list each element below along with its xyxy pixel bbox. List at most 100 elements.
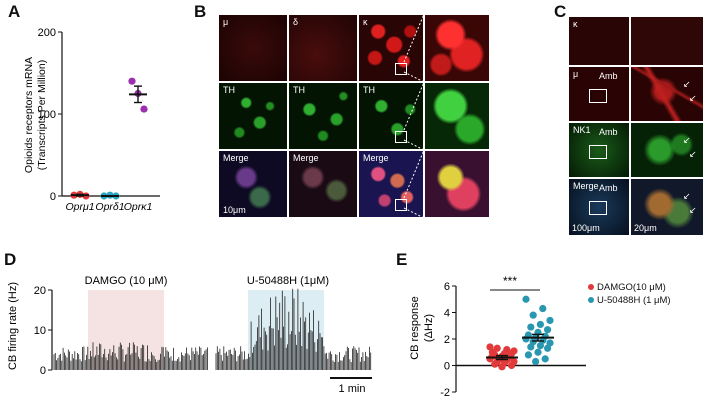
arrow-icon: ↙ — [683, 79, 691, 89]
data-point — [529, 311, 537, 319]
panel-a-chart: Opioids receptors mRNA (Transcripts Per … — [23, 27, 160, 213]
data-point — [544, 344, 552, 352]
drug-label-damgo: DAMGO (10 μM) — [85, 275, 168, 287]
data-point — [128, 77, 136, 85]
y-tick-label: 100 — [38, 109, 56, 121]
arrow-icon: ↙ — [689, 93, 697, 103]
zoom-box — [589, 145, 607, 159]
panel-e-legend: DAMGO(10 μM) U-50488H (1 μM) — [588, 282, 706, 312]
data-point — [508, 361, 516, 370]
data-point — [541, 355, 549, 363]
legend-marker — [588, 297, 594, 304]
data-point — [536, 320, 544, 329]
panel-c-mu-zoom: ↙ ↙ — [630, 66, 704, 122]
damgo-trace — [53, 342, 208, 370]
panel-b-scale-label: 10μm — [223, 205, 246, 215]
panel-b-tile-label: TH — [363, 85, 375, 95]
panel-b-kappa-zoom — [424, 14, 490, 82]
significance-marker: *** — [503, 274, 517, 288]
data-point — [140, 105, 148, 113]
data-point — [493, 344, 501, 352]
panel-c-mu-tile: μ Amb — [568, 66, 630, 122]
legend-item-damgo: DAMGO(10 μM) — [588, 282, 666, 293]
panel-d-label: D — [4, 250, 17, 269]
zoom-box — [395, 131, 407, 143]
panel-b-merge-tile: Merge — [358, 150, 424, 218]
panel-b-tile-label: μ — [223, 17, 229, 27]
panel-c-image-grid: κ μ Amb ↙ ↙ NK1 Amb ↙ ↙ Merge Amb 100μm … — [568, 16, 704, 236]
data-point — [527, 323, 535, 331]
panel-b-tile-label: Merge — [363, 153, 389, 163]
panel-c-amb-label: Amb — [599, 71, 618, 81]
u50488h-trace — [215, 288, 372, 370]
data-point — [539, 304, 547, 313]
panel-c-tile-label: κ — [573, 19, 578, 29]
data-point — [522, 295, 530, 303]
y-tick-label: 6 — [444, 281, 450, 293]
data-point — [491, 360, 499, 368]
panel-e-ylabel-1: CB response — [409, 296, 421, 360]
data-point — [527, 343, 535, 351]
panel-e-ylabel-2: (ΔHz) — [423, 314, 435, 342]
legend-label: U-50488H (1 μM) — [597, 295, 671, 306]
panel-c-merge-tile: Merge Amb 100μm — [568, 178, 630, 236]
x-tick-label: Oprδ1 — [95, 201, 124, 213]
y-tick-label: 0 — [40, 365, 46, 377]
panel-c-amb-label: Amb — [599, 183, 618, 193]
panel-b-tile-label: TH — [223, 85, 235, 95]
panel-a-ylabel-2: (Transcripts Per Million) — [36, 60, 48, 170]
time-scalebar-label: 1 min — [339, 383, 366, 395]
drug-label-u50488h: U-50488H (1μM) — [247, 275, 329, 287]
panel-c-kappa-tile: κ — [568, 16, 630, 66]
panel-b-tile-label: Merge — [293, 153, 319, 163]
y-tick-label: 0 — [444, 361, 450, 373]
data-point — [532, 357, 540, 366]
panel-d-ylabel: CB firing rate (Hz) — [7, 282, 19, 370]
panel-b-tile-label: κ — [363, 17, 368, 27]
arrow-icon: ↙ — [683, 191, 691, 201]
panel-b-mu-tile: μ — [218, 14, 288, 82]
data-point — [498, 363, 506, 371]
panel-e-chart: CB response (ΔHz) *** -2 0 2 4 6 — [409, 274, 586, 399]
y-tick-label: 10 — [34, 325, 46, 337]
y-tick-label: 2 — [444, 334, 450, 346]
data-point — [544, 326, 552, 334]
panel-c-merge-zoom: ↙ ↙ 20μm — [630, 178, 704, 236]
panel-c-scale-right: 20μm — [634, 223, 657, 233]
legend-label: DAMGO(10 μM) — [597, 282, 666, 293]
panel-b-image-grid: μ δ κ TH TH TH Merge 10μm Merge Merge — [218, 14, 490, 218]
panel-c-tile-label: μ — [573, 69, 579, 79]
panel-b-merge-tile: Merge — [288, 150, 358, 218]
data-point — [488, 348, 496, 356]
legend-item-u50488h: U-50488H (1 μM) — [588, 295, 671, 306]
y-tick-label: 200 — [38, 27, 56, 39]
panel-b-th-tile: TH — [288, 82, 358, 150]
panel-c-tile-label: Merge — [573, 181, 599, 191]
panel-b-th-tile: TH — [358, 82, 424, 150]
panel-b-tile-label: Merge — [223, 153, 249, 163]
zoom-box — [395, 63, 407, 75]
zoom-box — [589, 201, 607, 215]
arrow-icon: ↙ — [689, 149, 697, 159]
panel-b-merge-tile: Merge 10μm — [218, 150, 288, 218]
panel-b-zoom-lines — [403, 14, 425, 218]
panel-c-tile-label: NK1 — [573, 125, 591, 135]
panel-a-ylabel-1: Opioids receptors mRNA — [23, 57, 35, 173]
panel-c-kappa-zoom — [630, 16, 704, 66]
panel-d-trace: CB firing rate (Hz) DAMGO (10 μM) U-50488… — [7, 275, 372, 395]
y-tick-label: 20 — [34, 285, 46, 297]
panel-a-label: A — [8, 2, 21, 21]
data-point — [524, 351, 532, 359]
panel-c-nk1-tile: NK1 Amb — [568, 122, 630, 178]
y-tick-label: -2 — [440, 387, 450, 399]
zoom-box — [589, 89, 607, 103]
panel-b-label: B — [194, 2, 207, 21]
y-tick-label: 0 — [50, 191, 56, 203]
x-tick-label: Oprμ1 — [65, 201, 94, 213]
panel-b-th-zoom — [424, 82, 490, 150]
data-point — [536, 342, 544, 350]
panel-b-tile-label: δ — [293, 17, 299, 27]
x-tick-label: Oprκ1 — [124, 201, 153, 213]
panel-b-th-tile: TH — [218, 82, 288, 150]
panel-e-label: E — [396, 250, 408, 269]
